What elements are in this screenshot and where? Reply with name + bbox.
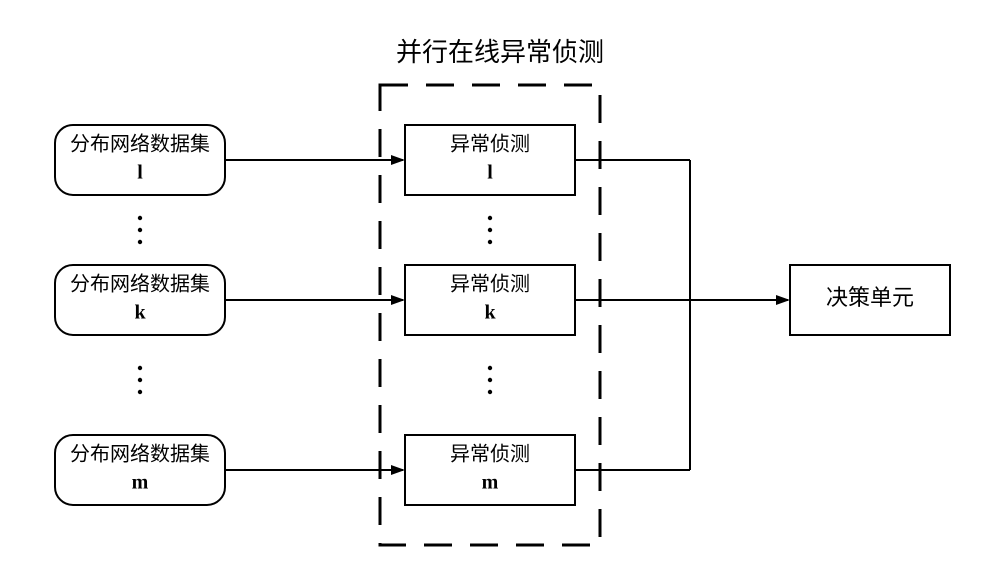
detector-box-l-id: l bbox=[487, 162, 493, 184]
vdots-datasets-1 bbox=[138, 366, 142, 394]
dataset-box-l-id: l bbox=[137, 162, 143, 184]
vdots-datasets-0 bbox=[138, 216, 142, 244]
detector-box-m-id: m bbox=[482, 472, 499, 494]
dataset-box-m-label: 分布网络数据集 bbox=[70, 443, 210, 466]
detector-box-k-label: 异常侦测 bbox=[450, 273, 530, 296]
detector-box-k: 异常侦测 k bbox=[405, 265, 575, 335]
dataset-box-k-id: k bbox=[134, 302, 146, 324]
dataset-box-l: 分布网络数据集 l bbox=[55, 125, 225, 195]
dataset-box-m: 分布网络数据集 m bbox=[55, 435, 225, 505]
vdots-detectors-1 bbox=[488, 366, 492, 394]
dataset-box-m-id: m bbox=[132, 472, 149, 494]
detector-box-m-label: 异常侦测 bbox=[450, 443, 530, 466]
detector-box-m: 异常侦测 m bbox=[405, 435, 575, 505]
decision-box-label: 决策单元 bbox=[826, 285, 914, 310]
decision-box: 决策单元 bbox=[790, 265, 950, 335]
dataset-box-k: 分布网络数据集 k bbox=[55, 265, 225, 335]
detector-box-l: 异常侦测 l bbox=[405, 125, 575, 195]
dataset-box-k-label: 分布网络数据集 bbox=[70, 273, 210, 296]
dataset-box-l-label: 分布网络数据集 bbox=[70, 133, 210, 156]
vdots-detectors-0 bbox=[488, 216, 492, 244]
detector-box-k-id: k bbox=[484, 302, 496, 324]
diagram-title: 并行在线异常侦测 bbox=[396, 38, 604, 67]
detector-box-l-label: 异常侦测 bbox=[450, 133, 530, 156]
